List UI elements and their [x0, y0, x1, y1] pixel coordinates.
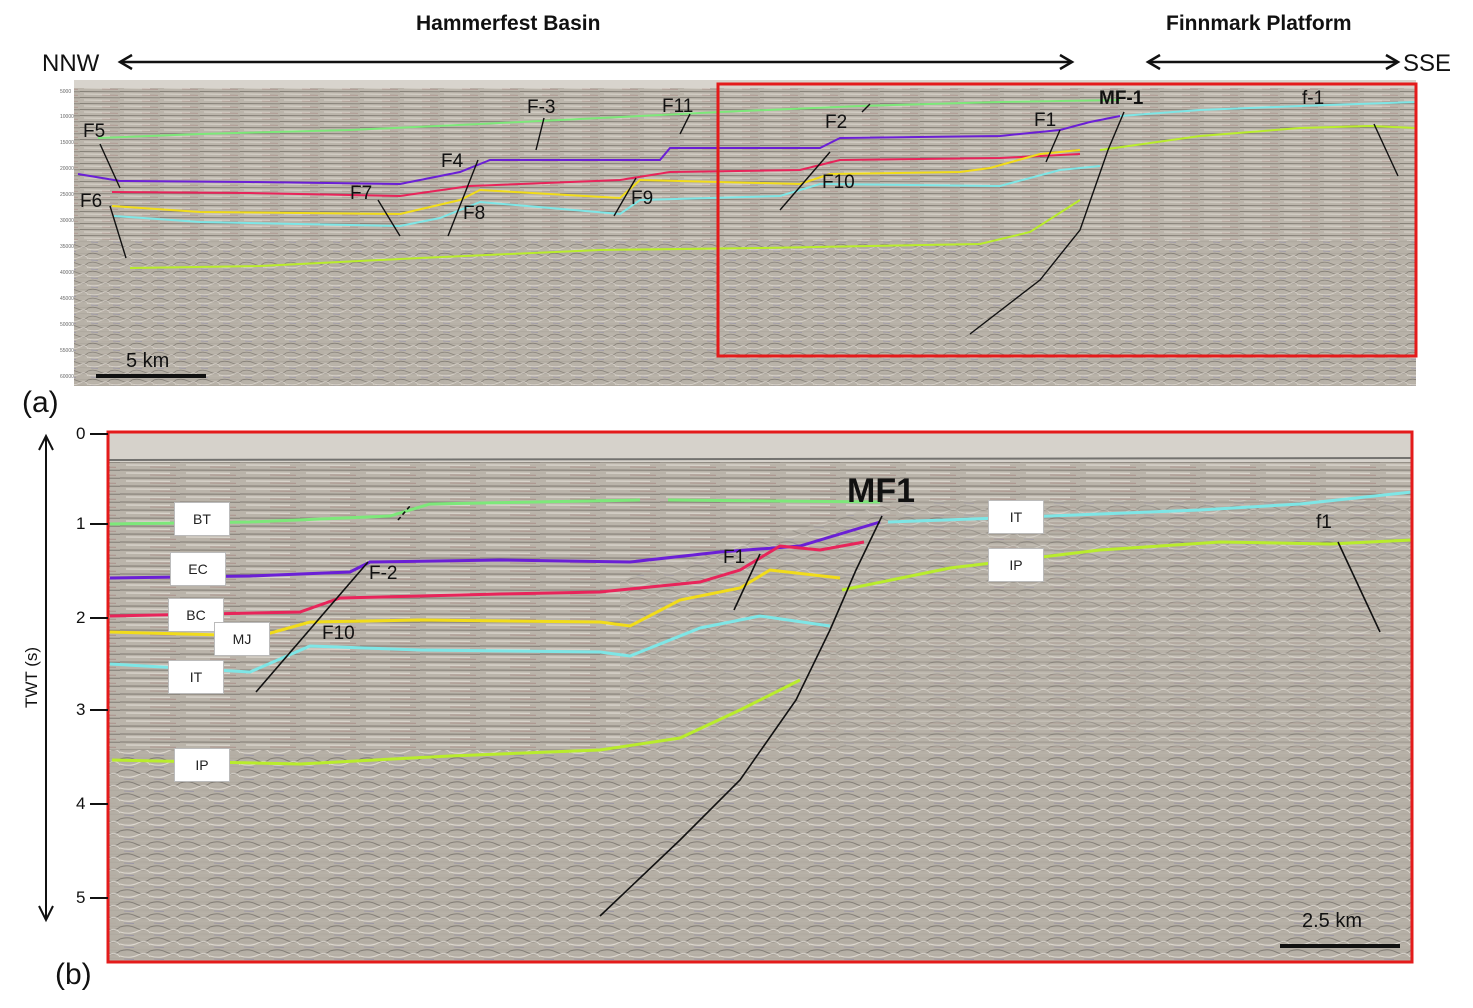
depth-tick-1: 5000 [60, 89, 71, 95]
fault-f9-a [613, 177, 637, 217]
horizon-bc-b [109, 540, 865, 618]
label-mf1-b: MF1 [847, 472, 915, 510]
horizon-tag-bt: BT [174, 502, 230, 536]
fault-f2-a [861, 103, 871, 113]
panel-b-letter: (b) [55, 958, 92, 991]
label-f8: F8 [463, 203, 486, 224]
depth-tick-4: 20000 [60, 166, 74, 172]
panel-b-border [106, 430, 1414, 964]
fault-f10-a [779, 151, 831, 211]
horizon-tag-ip-left: IP [174, 748, 230, 782]
label-f1-lower-b: f1 [1316, 512, 1332, 533]
twt-axis-title: TWT (s) [22, 646, 41, 708]
panel-b-seismic-section [38, 430, 1414, 964]
label-f10-b: F10 [322, 623, 355, 644]
fault-f7-a [377, 199, 401, 237]
fault-f11-a [679, 113, 691, 135]
label-f9: F9 [631, 188, 654, 209]
label-f7: F7 [350, 183, 373, 204]
direction-arrows [117, 53, 1401, 71]
fault-f6-a [109, 205, 127, 259]
fault-f1-b [733, 553, 761, 611]
twt-label-5: 5 [76, 888, 86, 907]
horizon-mj-a [111, 149, 1081, 216]
horizon-ip-right-a [1099, 124, 1417, 151]
horizon-tag-mj: MJ [214, 622, 270, 656]
depth-tick-6: 30000 [60, 218, 74, 224]
horizon-it-b [109, 614, 831, 674]
depth-tick-7: 35000 [60, 244, 74, 250]
panel-a-seismic-lower [74, 240, 1416, 386]
label-f4: F4 [441, 151, 464, 172]
panel-a-seismic-section: 5000 10000 15000 20000 25000 30000 35000… [60, 80, 1418, 394]
depth-tick-2: 10000 [60, 114, 74, 120]
horizon-tag-it-right: IT [988, 500, 1044, 534]
horizon-tag-it-left: IT [168, 660, 224, 694]
region-title-finnmark: Finnmark Platform [1166, 12, 1352, 35]
twt-label-0: 0 [76, 424, 86, 443]
fault-f5-a [99, 143, 121, 189]
twt-label-1: 1 [76, 514, 86, 533]
horizon-ec-b [109, 520, 881, 580]
label-f11: F11 [662, 96, 694, 117]
horizon-bc-a [111, 153, 1081, 198]
horizon-ec-a [77, 115, 1121, 186]
fault-mf1-b [599, 515, 883, 917]
direction-label-sse: SSE [1403, 50, 1452, 77]
depth-tick-8: 40000 [60, 270, 74, 276]
horizon-tag-ec: EC [170, 552, 226, 586]
twt-label-3: 3 [76, 700, 86, 719]
zoom-highlight-box [716, 82, 1418, 358]
horizon-bt-a [97, 99, 1121, 139]
fault-mf1-a [969, 111, 1125, 335]
horizon-it-b-right [887, 490, 1413, 524]
label-f2: F2 [825, 112, 848, 133]
depth-tick-12: 60000 [60, 374, 74, 380]
fault-f-1-a [1373, 123, 1399, 177]
horizon-ip-b [111, 678, 801, 766]
fault-f2-f10-b [255, 561, 369, 693]
depth-tick-11: 55000 [60, 348, 74, 354]
horizon-ip-a [129, 199, 1081, 269]
depth-tick-5: 25000 [60, 192, 74, 198]
horizon-mj-b [109, 568, 841, 638]
horizon-it-a [113, 165, 1101, 228]
panel-a-letter: (a) [22, 386, 59, 419]
label-f10-a: F10 [822, 172, 855, 193]
label-f1-b: F1 [723, 547, 746, 568]
horizon-bt-b-2 [667, 498, 881, 504]
label-mf-1: MF-1 [1099, 88, 1144, 109]
fault-f3-a [535, 117, 545, 151]
panel-b-seismic-lower [108, 750, 1412, 962]
panel-b-scale-label: 2.5 km [1302, 910, 1363, 932]
region-title-hammerfest: Hammerfest Basin [416, 12, 601, 35]
fault-f1-lower-b [1337, 541, 1381, 633]
fault-f8-f4-a [447, 159, 479, 237]
label-f5: F5 [83, 121, 106, 142]
label-f-2-b: F-2 [369, 563, 398, 584]
label-f1-a: F1 [1034, 110, 1057, 131]
horizon-it-top-a [1119, 101, 1417, 117]
fault-f1-a [1045, 129, 1061, 163]
depth-tick-3: 15000 [60, 140, 74, 146]
horizon-tag-ip-right: IP [988, 548, 1044, 582]
direction-label-nnw: NNW [42, 50, 100, 77]
twt-label-4: 4 [76, 794, 86, 813]
label-f-3: F-3 [527, 97, 556, 118]
depth-tick-10: 50000 [60, 322, 74, 328]
depth-tick-9: 45000 [60, 296, 74, 302]
horizon-ip-b-right [841, 538, 1413, 592]
panel-a-scale-label: 5 km [126, 350, 170, 372]
fault-bt-offset-b [397, 505, 411, 521]
label-f-1-lower: f-1 [1302, 88, 1325, 109]
twt-label-2: 2 [76, 608, 86, 627]
label-f6: F6 [80, 191, 103, 212]
